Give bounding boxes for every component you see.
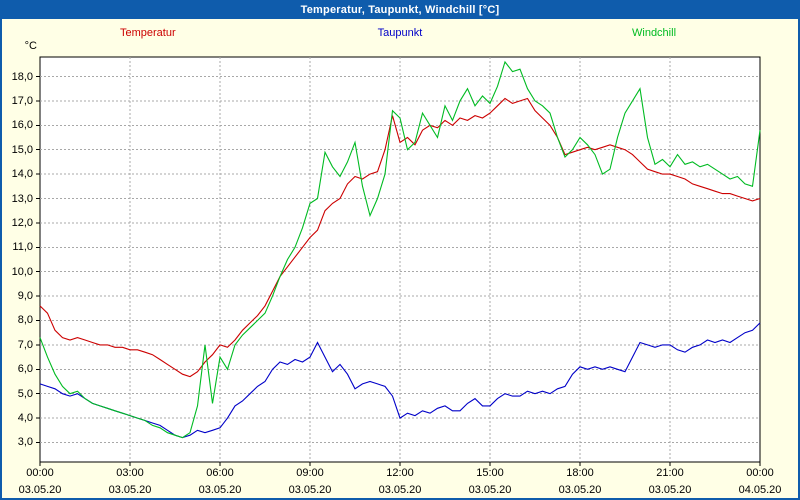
legend-windchill: Windchill: [632, 27, 677, 39]
y-tick-label: 12,0: [11, 217, 33, 229]
y-tick-label: 14,0: [11, 168, 33, 180]
window-title: Temperatur, Taupunkt, Windchill [°C]: [2, 2, 798, 19]
y-tick-label: 13,0: [11, 193, 33, 205]
y-axis-unit-label: °C: [24, 40, 37, 52]
x-date-label: 03.05.20: [18, 484, 62, 496]
y-tick-label: 7,0: [17, 339, 33, 351]
x-date-label: 03.05.20: [468, 484, 512, 496]
y-tick-label: 4,0: [17, 412, 33, 424]
y-tick-label: 17,0: [11, 95, 33, 107]
legend-temperatur: Temperatur: [120, 27, 176, 39]
x-date-label: 03.05.20: [288, 484, 332, 496]
y-tick-label: 10,0: [11, 266, 33, 278]
x-date-label: 03.05.20: [198, 484, 242, 496]
x-date-label: 03.05.20: [108, 484, 152, 496]
series-line-taupunkt: [39, 322, 761, 439]
series-line-temperatur: [39, 97, 761, 378]
legend-taupunkt: Taupunkt: [377, 27, 423, 39]
y-tick-label: 18,0: [11, 71, 33, 83]
line-chart: [36, 56, 761, 466]
x-date-label: 03.05.20: [378, 484, 422, 496]
x-date-label: 04.05.20: [738, 484, 782, 496]
x-date-label: 03.05.20: [558, 484, 602, 496]
y-tick-label: 3,0: [17, 436, 33, 448]
series-line-windchill: [39, 60, 761, 439]
y-tick-label: 9,0: [17, 290, 33, 302]
y-tick-label: 11,0: [12, 241, 33, 253]
y-tick-label: 6,0: [17, 363, 33, 375]
x-date-label: 03.05.20: [648, 484, 692, 496]
y-tick-label: 15,0: [11, 144, 33, 156]
y-tick-label: 8,0: [17, 314, 33, 326]
y-tick-label: 16,0: [11, 119, 33, 131]
y-tick-label: 5,0: [17, 388, 33, 400]
